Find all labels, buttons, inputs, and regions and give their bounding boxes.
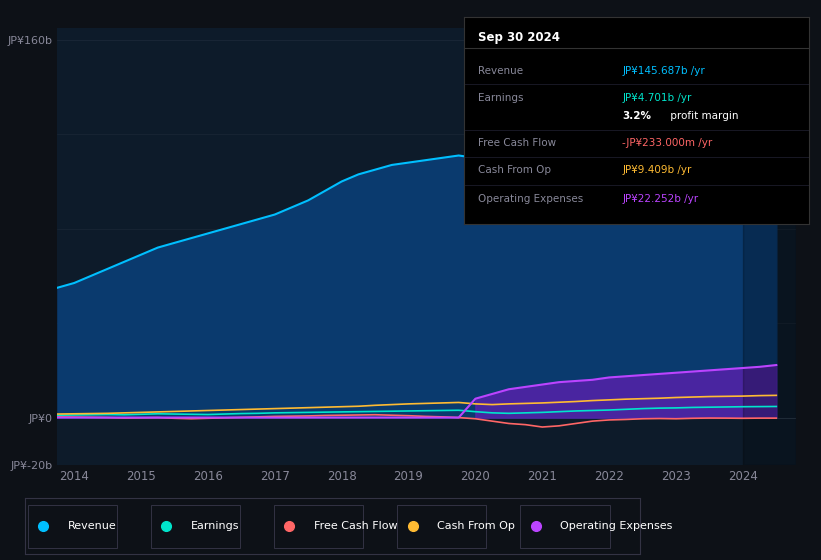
Text: 3.2%: 3.2% (622, 111, 652, 122)
Text: Sep 30 2024: Sep 30 2024 (478, 31, 560, 44)
Text: Operating Expenses: Operating Expenses (478, 194, 583, 204)
Text: Cash From Op: Cash From Op (478, 165, 551, 175)
Text: JP¥22.252b /yr: JP¥22.252b /yr (622, 194, 699, 204)
Text: Earnings: Earnings (191, 521, 240, 531)
Text: Free Cash Flow: Free Cash Flow (478, 138, 556, 148)
Text: Cash From Op: Cash From Op (438, 521, 515, 531)
Text: -JP¥233.000m /yr: -JP¥233.000m /yr (622, 138, 713, 148)
Text: Free Cash Flow: Free Cash Flow (314, 521, 397, 531)
Bar (743, 28, 796, 465)
Text: Revenue: Revenue (478, 66, 523, 76)
Text: JP¥9.409b /yr: JP¥9.409b /yr (622, 165, 692, 175)
Text: Operating Expenses: Operating Expenses (561, 521, 672, 531)
Text: Earnings: Earnings (478, 92, 523, 102)
Text: profit margin: profit margin (667, 111, 739, 122)
Text: JP¥145.687b /yr: JP¥145.687b /yr (622, 66, 705, 76)
Text: JP¥4.701b /yr: JP¥4.701b /yr (622, 92, 692, 102)
Text: Revenue: Revenue (68, 521, 117, 531)
